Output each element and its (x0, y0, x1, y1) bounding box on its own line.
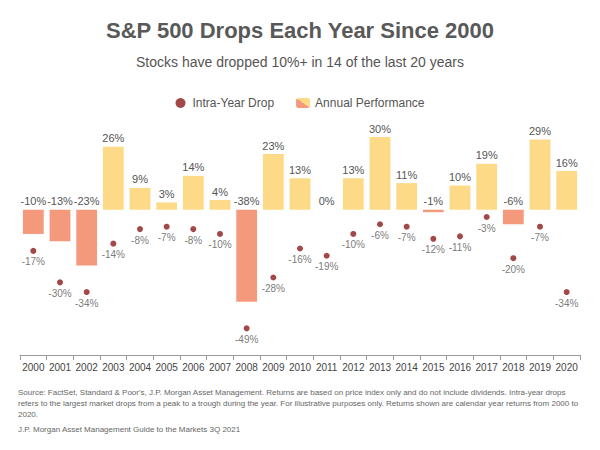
svg-text:2017: 2017 (476, 362, 499, 373)
svg-text:-7%: -7% (158, 232, 176, 243)
svg-text:Stocks have dropped 10%+ in 14: Stocks have dropped 10%+ in 14 of the la… (136, 54, 464, 70)
svg-text:2004: 2004 (129, 362, 152, 373)
svg-text:2008: 2008 (236, 362, 259, 373)
svg-text:2019: 2019 (529, 362, 552, 373)
svg-text:2002: 2002 (76, 362, 99, 373)
svg-text:10%: 10% (449, 171, 471, 183)
svg-text:Source: FactSet, Standard & Po: Source: FactSet, Standard & Poor's, J.P.… (18, 388, 568, 397)
svg-text:13%: 13% (342, 164, 364, 176)
svg-text:Annual Performance: Annual Performance (315, 96, 425, 110)
svg-text:2020.: 2020. (18, 410, 38, 419)
svg-text:-1%: -1% (424, 195, 444, 207)
svg-text:3%: 3% (159, 188, 175, 200)
svg-text:-8%: -8% (184, 235, 202, 246)
svg-text:-11%: -11% (449, 242, 472, 253)
svg-text:Intra-Year Drop: Intra-Year Drop (193, 96, 275, 110)
svg-text:-7%: -7% (398, 232, 416, 243)
svg-text:19%: 19% (476, 149, 498, 161)
svg-text:14%: 14% (182, 161, 204, 173)
svg-text:2003: 2003 (102, 362, 125, 373)
svg-text:16%: 16% (556, 157, 578, 169)
svg-text:-6%: -6% (371, 230, 389, 241)
svg-text:-17%: -17% (22, 256, 45, 267)
svg-text:2000: 2000 (22, 362, 45, 373)
svg-text:-34%: -34% (555, 298, 578, 309)
svg-text:-13%: -13% (47, 195, 73, 207)
svg-text:11%: 11% (396, 169, 417, 181)
svg-text:-14%: -14% (102, 249, 125, 260)
svg-text:-3%: -3% (478, 223, 496, 234)
svg-text:2020: 2020 (556, 362, 579, 373)
svg-text:-12%: -12% (422, 244, 445, 255)
svg-text:-23%: -23% (74, 195, 100, 207)
svg-text:-38%: -38% (234, 195, 260, 207)
svg-text:2005: 2005 (156, 362, 179, 373)
svg-text:0%: 0% (319, 195, 335, 207)
svg-text:2013: 2013 (369, 362, 392, 373)
svg-text:29%: 29% (529, 125, 551, 137)
svg-text:30%: 30% (369, 123, 391, 135)
svg-text:13%: 13% (289, 164, 311, 176)
svg-text:-7%: -7% (531, 232, 549, 243)
svg-text:-10%: -10% (342, 239, 365, 250)
svg-text:2015: 2015 (422, 362, 445, 373)
svg-text:9%: 9% (132, 173, 148, 185)
svg-text:2010: 2010 (289, 362, 312, 373)
svg-text:-8%: -8% (131, 235, 149, 246)
svg-text:26%: 26% (102, 132, 124, 144)
svg-text:-16%: -16% (288, 254, 311, 265)
svg-text:-28%: -28% (262, 283, 285, 294)
svg-text:-19%: -19% (315, 261, 338, 272)
svg-text:-10%: -10% (208, 239, 231, 250)
svg-text:-6%: -6% (504, 195, 524, 207)
svg-text:-34%: -34% (75, 298, 98, 309)
svg-text:4%: 4% (212, 186, 228, 198)
svg-text:J.P. Morgan Asset Management G: J.P. Morgan Asset Management Guide to th… (18, 425, 241, 434)
svg-text:-20%: -20% (502, 264, 525, 275)
svg-text:S&P 500 Drops Each Year Since: S&P 500 Drops Each Year Since 2000 (106, 18, 494, 43)
svg-text:2009: 2009 (262, 362, 285, 373)
svg-text:refers to the largest market d: refers to the largest market drops from … (18, 399, 580, 408)
svg-text:2012: 2012 (342, 362, 365, 373)
svg-text:2006: 2006 (182, 362, 205, 373)
svg-text:2016: 2016 (449, 362, 472, 373)
svg-text:2011: 2011 (316, 362, 338, 373)
svg-text:2001: 2001 (49, 362, 72, 373)
svg-text:2014: 2014 (396, 362, 419, 373)
svg-text:-10%: -10% (20, 195, 46, 207)
svg-text:2007: 2007 (209, 362, 232, 373)
svg-text:-30%: -30% (48, 288, 71, 299)
svg-text:-49%: -49% (235, 334, 258, 345)
svg-text:2018: 2018 (502, 362, 525, 373)
svg-text:23%: 23% (262, 140, 284, 152)
